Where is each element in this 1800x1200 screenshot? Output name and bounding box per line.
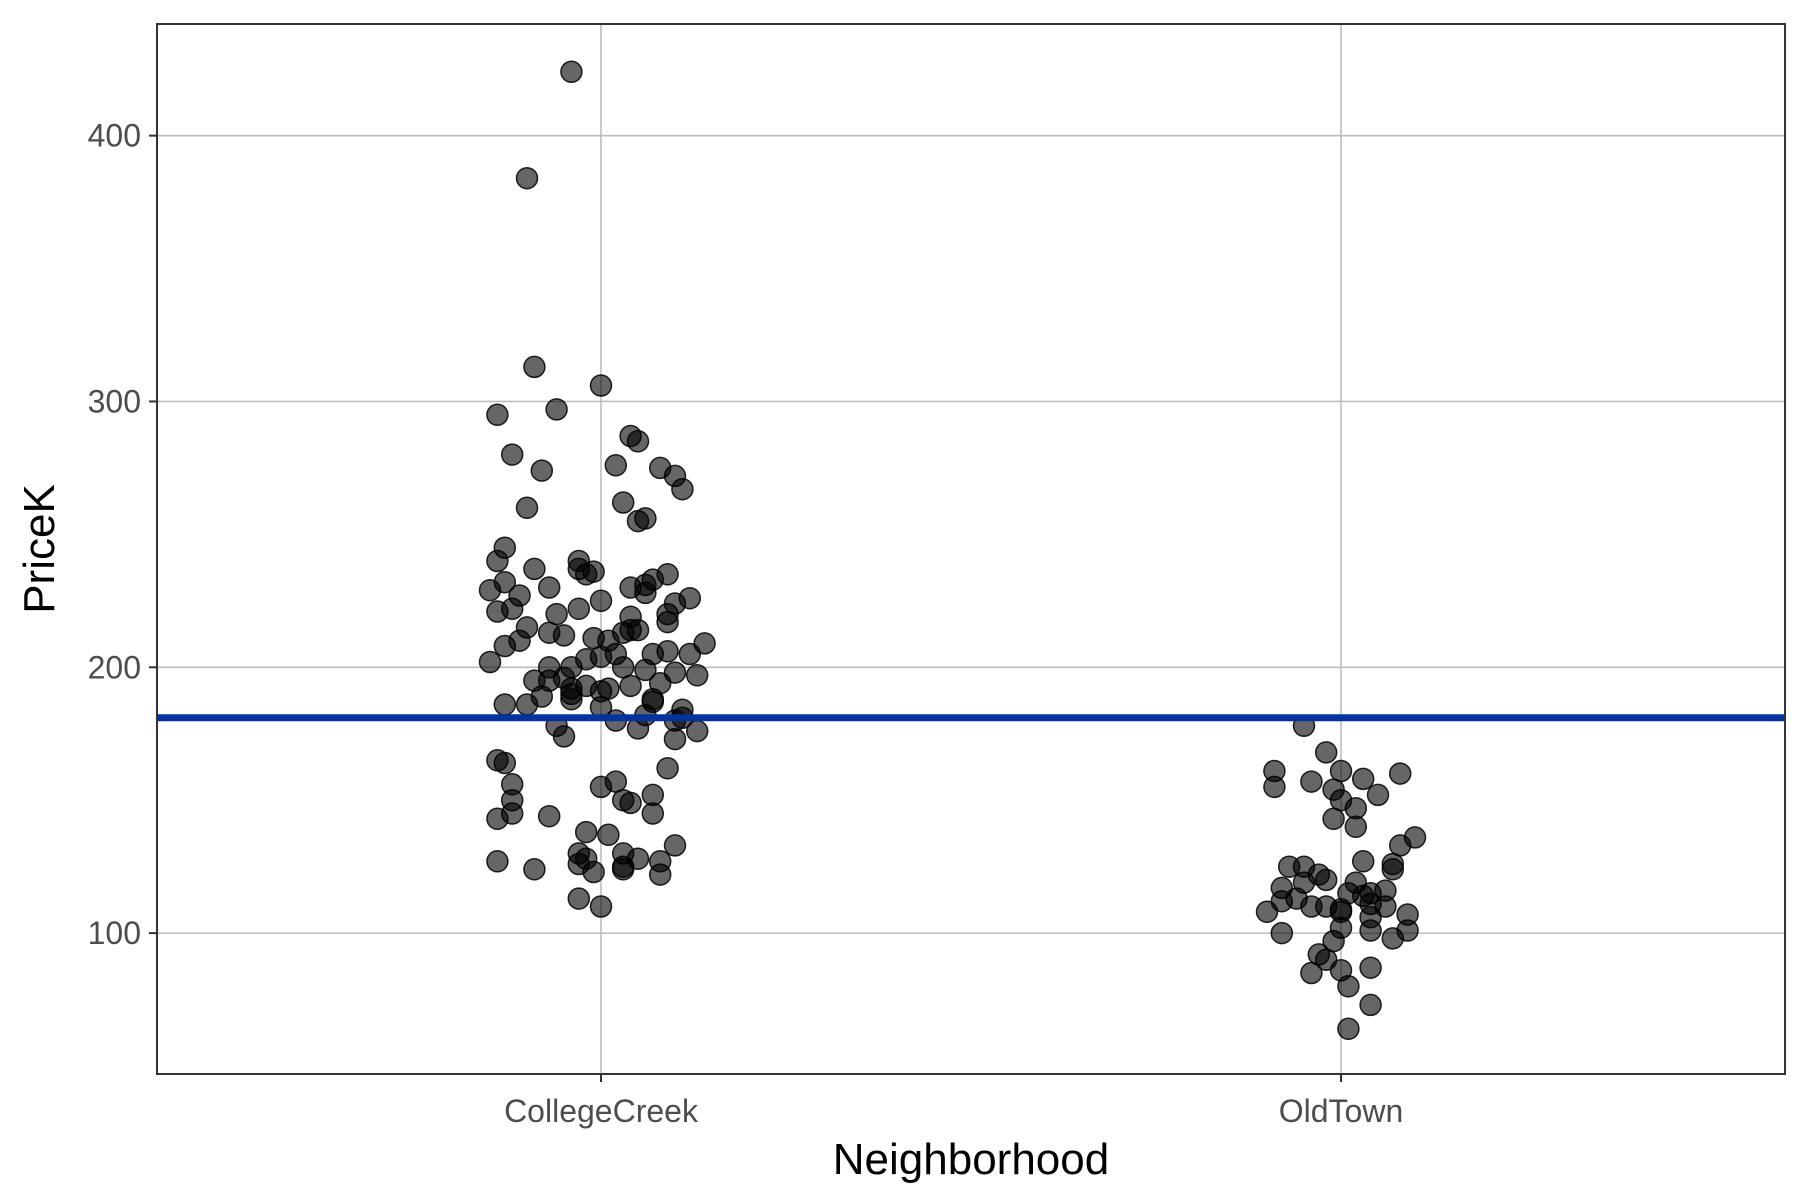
data-point <box>574 563 598 586</box>
data-point <box>493 751 517 775</box>
data-point <box>560 60 583 84</box>
data-point <box>537 804 561 828</box>
y-tick-label: 400 <box>88 118 141 154</box>
data-point <box>552 624 576 647</box>
data-point <box>663 727 687 751</box>
data-point <box>656 610 679 634</box>
data-point <box>523 858 546 881</box>
data-point <box>486 403 509 427</box>
data-point <box>493 634 517 658</box>
data-point <box>1300 770 1323 793</box>
x-tick-label: OldTown <box>1279 1093 1404 1129</box>
data-point <box>478 578 502 602</box>
data-point <box>1314 868 1338 892</box>
data-point <box>678 642 702 666</box>
data-point <box>500 443 524 466</box>
data-point <box>560 687 583 711</box>
data-point <box>537 576 561 599</box>
panel-border <box>156 23 1786 1075</box>
data-point <box>530 459 554 482</box>
data-point <box>1329 759 1353 783</box>
data-point <box>648 863 672 886</box>
data-point <box>611 858 635 881</box>
plot-panel <box>157 24 1785 1074</box>
data-point <box>582 860 605 884</box>
data-point <box>567 597 591 621</box>
data-point <box>1351 850 1375 873</box>
data-point <box>486 850 509 873</box>
x-axis-title: Neighborhood <box>833 1135 1109 1184</box>
data-point <box>523 355 546 379</box>
gridlines <box>157 24 1785 1074</box>
data-point <box>1381 858 1405 881</box>
data-point <box>626 430 650 453</box>
data-point <box>611 656 635 679</box>
data-point <box>619 791 642 815</box>
data-point <box>1300 961 1323 985</box>
data-point <box>1359 956 1382 979</box>
data-point <box>1359 919 1382 942</box>
data-point <box>493 693 517 716</box>
data-point <box>1337 1017 1360 1041</box>
data-point <box>1337 975 1360 998</box>
data-point <box>523 557 546 581</box>
data-point <box>486 807 509 831</box>
data-point <box>545 398 568 421</box>
data-point <box>515 166 539 190</box>
y-tick-label: 300 <box>88 383 141 419</box>
data-point <box>1366 783 1390 807</box>
data-point <box>1263 775 1286 799</box>
data-point <box>515 693 539 716</box>
y-axis-title: PriceK <box>15 484 64 614</box>
data-point <box>1359 993 1382 1017</box>
data-point <box>552 725 576 748</box>
data-point <box>1322 807 1345 831</box>
data-point <box>589 374 613 397</box>
data-point <box>656 757 679 780</box>
data-point <box>1314 741 1338 764</box>
axis-ticks: 100 200 300 400 CollegeCreek OldTown <box>88 118 1404 1129</box>
data-point <box>626 509 650 533</box>
data-point <box>663 834 687 857</box>
data-point <box>1388 762 1412 785</box>
data-point <box>567 887 591 910</box>
data-point <box>1388 834 1412 857</box>
data-point <box>634 581 657 605</box>
x-tick-label: CollegeCreek <box>504 1093 699 1129</box>
data-point <box>1396 919 1419 942</box>
data-point <box>685 719 709 743</box>
data-point <box>671 477 694 501</box>
data-point <box>1277 855 1301 878</box>
data-point <box>1351 767 1375 791</box>
data-point <box>1344 815 1368 839</box>
data-point <box>1270 889 1294 913</box>
data-point <box>611 491 635 514</box>
data-point <box>486 549 509 573</box>
data-point <box>589 775 613 799</box>
data-point <box>589 589 613 613</box>
data-point <box>641 802 665 825</box>
data-point <box>1344 871 1368 894</box>
data-point <box>685 664 709 687</box>
data-point <box>589 895 613 918</box>
data-point <box>1270 921 1294 945</box>
y-tick-label: 200 <box>88 649 141 685</box>
data-point <box>604 454 628 477</box>
data-point <box>1300 895 1323 918</box>
data-point <box>545 602 568 626</box>
data-point <box>619 674 642 698</box>
data-point <box>574 820 598 844</box>
y-tick-label: 100 <box>88 915 141 951</box>
data-point <box>634 658 657 682</box>
data-point <box>478 650 502 674</box>
data-point <box>597 823 620 847</box>
data-point <box>486 600 509 623</box>
data-points <box>478 60 1427 1041</box>
data-point <box>515 496 539 520</box>
